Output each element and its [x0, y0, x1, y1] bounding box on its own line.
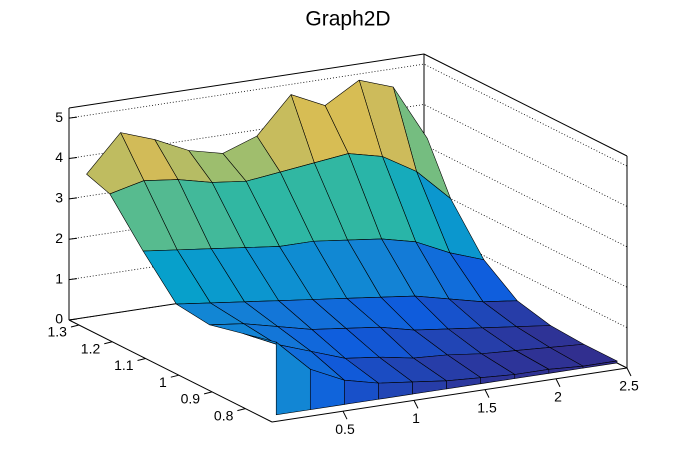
grid-line: [68, 184, 628, 288]
z-tick-label: 0: [55, 311, 63, 327]
chart-title: Graph2D: [305, 8, 390, 31]
z-tick: [68, 197, 78, 200]
x-tick: [484, 389, 490, 398]
z-tick-label: 3: [55, 190, 63, 206]
x-tick: [626, 367, 632, 377]
z-tick-label: 4: [55, 149, 63, 165]
y-tick-label: 1.2: [81, 340, 101, 356]
axis-line: [271, 367, 628, 423]
y-tick: [104, 341, 113, 345]
y-tick-label: 1: [159, 374, 167, 390]
x-tick-label: 1: [412, 410, 420, 426]
surface-side: [582, 360, 618, 369]
x-tick-label: 1.5: [477, 399, 497, 415]
box-edge: [423, 53, 628, 157]
y-tick: [203, 391, 213, 395]
x-tick: [342, 410, 348, 420]
y-tick: [137, 357, 146, 361]
z-tick: [68, 156, 78, 159]
y-tick: [70, 324, 80, 328]
y-tick-label: 1.3: [48, 324, 68, 340]
z-tick-label: 1: [55, 270, 63, 286]
z-tick: [68, 278, 78, 281]
grid-line: [68, 144, 628, 248]
z-tick: [68, 116, 78, 119]
grid-line: [68, 63, 628, 167]
x-tick-label: 2: [554, 389, 562, 405]
y-tick-label: 1.1: [114, 357, 134, 373]
y-tick-label: 0.9: [181, 391, 201, 407]
z-tick-label: 5: [55, 109, 63, 125]
box-edge: [68, 53, 425, 109]
z-tick: [68, 318, 78, 321]
y-tick: [237, 408, 246, 412]
z-tick: [68, 237, 78, 240]
axis-line: [68, 319, 273, 423]
x-tick: [555, 378, 561, 388]
y-tick: [170, 374, 179, 378]
x-tick-label: 0.5: [335, 421, 355, 437]
x-tick-label: 2.5: [619, 378, 639, 394]
x-tick: [413, 400, 419, 409]
grid-line: [68, 225, 628, 328]
z-tick-label: 2: [55, 230, 63, 246]
grid-line: [68, 104, 628, 207]
y-tick-label: 0.8: [214, 407, 234, 423]
